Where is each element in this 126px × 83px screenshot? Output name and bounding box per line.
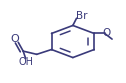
Text: O: O — [102, 28, 110, 38]
Text: O: O — [11, 34, 20, 44]
Text: OH: OH — [19, 57, 34, 67]
Text: Br: Br — [76, 11, 88, 21]
